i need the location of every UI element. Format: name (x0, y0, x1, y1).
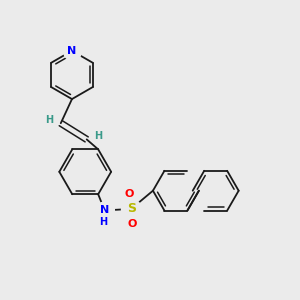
Text: S: S (127, 202, 136, 215)
Text: O: O (125, 189, 134, 199)
Text: O: O (128, 219, 137, 229)
Text: N: N (67, 46, 76, 56)
Text: N: N (100, 206, 109, 215)
Text: H: H (99, 217, 107, 226)
Text: H: H (46, 115, 54, 125)
Text: H: H (94, 131, 102, 141)
